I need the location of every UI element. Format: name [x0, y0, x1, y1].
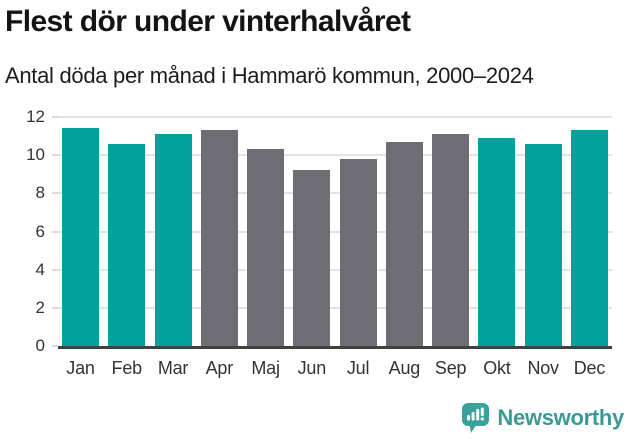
x-axis-label-feb: Feb — [111, 358, 143, 378]
newsworthy-chart-bubble-icon — [462, 403, 490, 433]
x-axis-label-jul: Jul — [346, 358, 370, 378]
bars-row — [58, 117, 612, 346]
bar-sep — [432, 134, 470, 346]
y-axis-tick-6 — [52, 230, 58, 233]
footer-branding: Newsworthy — [462, 403, 624, 433]
x-axis-label-aug: Aug — [388, 358, 421, 378]
gridline-2 — [58, 306, 612, 309]
y-axis-label-8: 8 — [35, 183, 45, 203]
x-axis-label-sep: Sep — [434, 358, 467, 378]
bar-mar — [154, 134, 192, 346]
newsworthy-logo-text: Newsworthy — [497, 405, 624, 430]
bar-aug — [385, 141, 423, 346]
x-axis-labels: Jan Feb Mar Apr Maj Jun Jul Aug Sep Okt Nov Dec — [58, 358, 612, 379]
bar-chart: 0 2 4 6 8 10 12 Jan Feb Mar Apr Maj Jun Jul Aug Sep Okt… — [26, 107, 612, 379]
x-axis-label-jun: Jun — [297, 358, 327, 378]
x-axis-label-apr: Apr — [205, 358, 234, 378]
y-axis-label-0: 0 — [35, 336, 45, 355]
bar-jun — [293, 170, 331, 346]
plot-area: 0 2 4 6 8 10 12 — [26, 107, 612, 355]
x-axis-label-okt: Okt — [483, 358, 511, 378]
bar-jan — [62, 128, 99, 346]
x-axis-label-jan: Jan — [66, 358, 95, 378]
bar-maj — [247, 149, 285, 346]
bar-jul — [339, 158, 377, 346]
gridline-12 — [58, 116, 612, 118]
x-axis-label-dec: Dec — [573, 358, 606, 378]
gridline-4 — [58, 268, 612, 271]
gridline-6 — [58, 230, 612, 233]
x-axis-label-nov: Nov — [527, 358, 559, 378]
y-axis-label-12: 12 — [26, 107, 45, 126]
y-axis-tick-12 — [52, 116, 58, 118]
y-axis-label-10: 10 — [26, 145, 45, 165]
y-axis-tick-0 — [52, 345, 58, 347]
gridline-8 — [58, 192, 612, 195]
bar-apr — [200, 130, 238, 346]
gridline-10 — [58, 154, 612, 157]
bar-dec — [570, 130, 608, 346]
y-axis-label-2: 2 — [35, 297, 45, 317]
bar-okt — [478, 138, 516, 346]
x-axis-label-mar: Mar — [157, 358, 189, 378]
y-axis-label-4: 4 — [35, 259, 45, 279]
y-axis-tick-4 — [52, 268, 58, 271]
y-axis-tick-8 — [52, 192, 58, 195]
chart-subtitle: Antal döda per månad i Hammarö kommun, 2… — [5, 62, 534, 88]
bar-nov — [524, 143, 562, 346]
bar-feb — [108, 143, 146, 346]
chart-title: Flest dör under vinterhalvåret — [5, 5, 411, 38]
x-axis-label-maj: Maj — [251, 358, 280, 378]
y-axis-tick-10 — [52, 154, 58, 157]
y-axis-label-6: 6 — [35, 221, 45, 241]
y-axis-tick-2 — [52, 306, 58, 309]
